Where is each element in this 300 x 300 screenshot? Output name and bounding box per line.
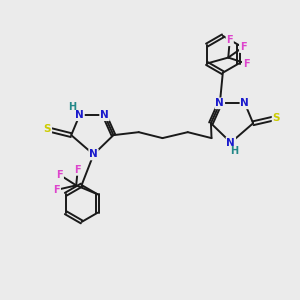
Text: F: F (243, 58, 249, 68)
Text: H: H (230, 146, 238, 157)
Text: N: N (240, 98, 249, 108)
Text: N: N (100, 110, 109, 120)
Text: N: N (215, 98, 224, 108)
Text: H: H (68, 102, 76, 112)
Text: N: N (226, 138, 235, 148)
Text: F: F (240, 42, 246, 52)
Text: S: S (44, 124, 51, 134)
Text: F: F (54, 185, 60, 195)
Text: N: N (75, 110, 84, 120)
Text: F: F (74, 165, 81, 175)
Text: S: S (273, 113, 280, 123)
Text: N: N (89, 149, 98, 160)
Text: F: F (56, 170, 63, 180)
Text: F: F (226, 35, 233, 45)
